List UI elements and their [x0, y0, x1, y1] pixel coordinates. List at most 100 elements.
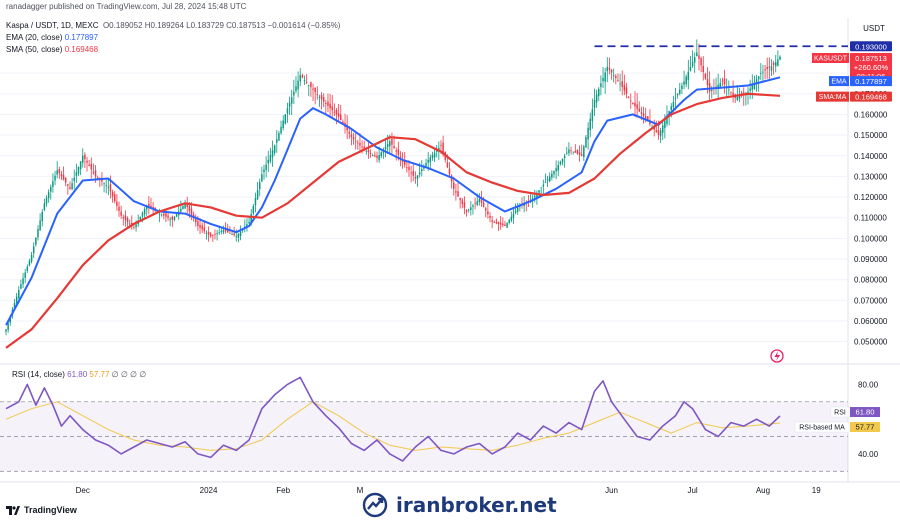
candle-body: [478, 199, 481, 202]
candle-body: [280, 126, 282, 134]
candle-up: [79, 161, 82, 176]
candle-body: [322, 97, 325, 102]
candle-body: [359, 143, 361, 146]
rsi-ma-badge[interactable]: RSI-based MA 57.77: [794, 421, 880, 433]
candle-body: [101, 178, 103, 182]
candle-up: [681, 82, 683, 94]
candle-body: [657, 130, 660, 136]
candle-body: [536, 192, 538, 199]
level-badge[interactable]: 0.193000: [850, 41, 892, 52]
price-tick-label: 0.130000: [854, 172, 888, 181]
price-badge-tag: [812, 53, 849, 63]
candle-body: [578, 152, 581, 155]
candle-up: [689, 55, 692, 72]
candle-down: [766, 57, 768, 79]
candle-body: [122, 217, 125, 218]
price-tick-label: 0.140000: [854, 152, 888, 161]
candle-down: [305, 74, 308, 85]
candle-down: [410, 165, 412, 183]
candle-up: [555, 160, 557, 180]
candle-up: [286, 102, 289, 123]
candle-up: [318, 94, 321, 107]
alert-icon[interactable]: [770, 349, 784, 363]
candle-up: [220, 227, 223, 235]
tradingview-brand: TradingView: [24, 505, 77, 515]
ema-badge-text: 0.177897: [855, 77, 887, 86]
candle-body: [233, 233, 235, 236]
candle-body: [357, 142, 359, 144]
candle-up: [600, 75, 602, 96]
candle-up: [299, 68, 301, 87]
candle-up: [282, 115, 284, 131]
candle-body: [548, 176, 551, 182]
candle-body: [139, 216, 142, 220]
candle-up: [696, 39, 698, 57]
candle-down: [455, 183, 457, 201]
tradingview-logo[interactable]: TradingView: [6, 505, 77, 515]
candle-down: [504, 220, 506, 226]
candle-down: [163, 211, 165, 220]
sma-badge[interactable]: SMA:MA 0.169468: [816, 91, 892, 102]
rsi-legend[interactable]: RSI (14, close) 61.80 57.77 ∅ ∅ ∅ ∅: [12, 370, 146, 379]
candle-up: [563, 153, 566, 168]
candle-body: [54, 175, 56, 181]
candle-body: [18, 290, 20, 298]
candle-body: [555, 168, 557, 172]
candle-body: [308, 84, 310, 86]
candle-body: [297, 80, 299, 90]
candle-body: [702, 65, 704, 73]
ema-legend[interactable]: EMA (20, close) 0.177897: [6, 33, 98, 42]
candle-down: [124, 210, 127, 227]
candle-body: [284, 114, 287, 124]
candle-body: [617, 80, 619, 82]
grid: [0, 72, 848, 343]
candle-body: [201, 225, 203, 230]
candle-up: [56, 161, 58, 179]
candle-up: [762, 64, 764, 82]
candle-down: [320, 92, 323, 110]
candle-body: [757, 76, 760, 80]
sma-legend[interactable]: SMA (50, close) 0.169468: [6, 45, 98, 54]
candle-down: [465, 209, 468, 217]
candle-up: [26, 264, 29, 274]
candle-up: [431, 151, 434, 161]
candle-body: [487, 211, 489, 215]
candle-body: [246, 224, 248, 227]
candle-body: [653, 127, 655, 130]
candle-down: [570, 146, 572, 155]
symbol-name[interactable]: Kaspa / USDT, 1D, MEXC: [6, 21, 99, 30]
candle-body: [755, 79, 758, 83]
rsi-badge[interactable]: RSI 61.80: [830, 406, 880, 418]
rsi-value: 61.80: [67, 370, 88, 379]
price-tick-label: 0.050000: [854, 338, 888, 347]
candle-body: [47, 192, 50, 199]
candle-body: [171, 216, 174, 220]
candle-up: [380, 151, 383, 159]
candle-body: [186, 204, 188, 208]
candle-body: [747, 91, 749, 94]
candle-body: [293, 91, 295, 96]
candle-body: [670, 106, 673, 111]
candle-down: [730, 91, 732, 96]
candle-up: [693, 52, 696, 73]
candle-down: [395, 147, 397, 161]
candle-body: [772, 62, 775, 65]
ema-badge-box: [850, 76, 892, 87]
ema-badge[interactable]: EMA 0.177897: [829, 76, 892, 87]
candle-body: [591, 109, 594, 122]
candle-up: [32, 242, 35, 259]
candle-body: [448, 168, 451, 175]
candle-body: [105, 185, 107, 186]
candle-body: [35, 237, 37, 245]
candle-body: [476, 201, 478, 205]
candle-down: [499, 216, 502, 230]
candle-body: [190, 208, 193, 215]
candle-body: [672, 102, 675, 108]
candle-down: [632, 102, 634, 105]
candle-up: [506, 222, 508, 229]
candle-body: [197, 221, 199, 226]
candle-body: [463, 202, 466, 208]
candle-body: [316, 94, 319, 95]
candle-body: [13, 303, 16, 310]
